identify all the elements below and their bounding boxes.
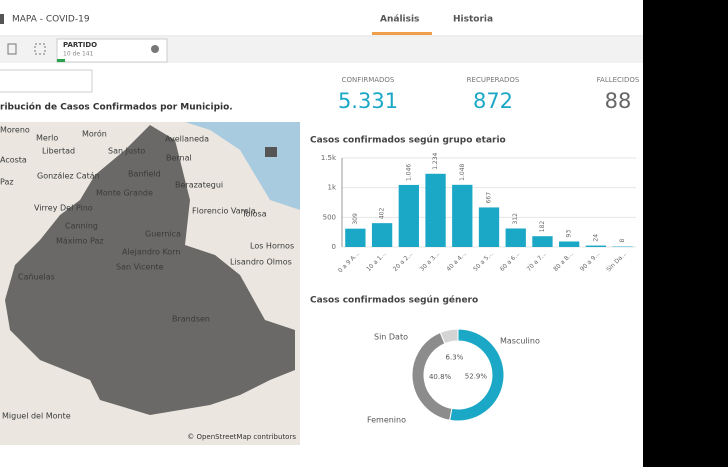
place-label: Acosta — [0, 156, 27, 165]
donut-slice — [439, 328, 459, 345]
place-label: Los Hornos — [250, 242, 294, 251]
place-label: Tolosa — [241, 210, 267, 219]
kpi-label: RECUPERADOS — [467, 76, 520, 84]
bar — [478, 207, 500, 247]
place-label: Alejandro Korn — [122, 248, 180, 257]
home-icon[interactable] — [265, 147, 277, 157]
y-tick-label: 500 — [323, 213, 336, 221]
value-label: 1.046 — [405, 164, 412, 181]
place-label: González Catán — [37, 172, 100, 181]
place-label: Brandsen — [172, 315, 210, 324]
bar — [559, 241, 580, 247]
bar — [532, 236, 553, 247]
tab-underline — [372, 32, 432, 35]
place-label: Libertad — [42, 147, 75, 156]
selection-count: 10 de 141 — [63, 51, 94, 58]
place-label: Banfield — [128, 170, 161, 179]
chart-title: Casos confirmados según grupo etario — [310, 136, 506, 146]
step-icon[interactable] — [7, 43, 17, 55]
legend-label: Masculino — [500, 337, 540, 346]
legend-label: Femenino — [367, 416, 406, 425]
river-plate — [185, 122, 300, 210]
place-label: Virrey Del Pino — [34, 204, 93, 213]
place-label: Canning — [65, 222, 98, 231]
map-title: ribución de Casos Confirmados por Munici… — [0, 102, 233, 113]
value-label: 8 — [619, 239, 626, 243]
kpi-label: FALLECIDOS — [597, 76, 640, 84]
bar — [398, 184, 419, 247]
clear-icon[interactable] — [34, 43, 46, 55]
slice-value-label: 52.9% — [465, 373, 488, 381]
place-label: Merlo — [36, 134, 58, 143]
place-label: Morón — [82, 129, 107, 139]
municipality-area[interactable] — [5, 125, 295, 415]
place-label: Lisandro Olmos — [230, 258, 292, 267]
app-title: MAPA - COVID-19 — [12, 15, 90, 25]
place-label: Guernica — [145, 230, 181, 239]
value-label: 402 — [379, 208, 386, 220]
place-label: San Justo — [108, 147, 145, 156]
bar — [371, 223, 393, 247]
donut-chart: Casos confirmados según género 52.9% Mascu… — [310, 295, 540, 425]
bar — [452, 184, 473, 247]
place-label: Bernal — [166, 154, 192, 163]
kpis: CONFIRMADOS 5.331 RECUPERADOS 872 FALLECIDOS… — [338, 76, 640, 113]
kpi-value: 88 — [605, 89, 632, 113]
bar — [345, 228, 366, 247]
selection-close[interactable] — [151, 45, 159, 53]
place-label: San Vicente — [116, 263, 164, 272]
place-label: Moreno — [0, 126, 30, 135]
place-label: Miguel del Monte — [2, 412, 71, 421]
value-label: 182 — [539, 221, 546, 233]
app-icon — [0, 14, 4, 24]
map-attribution: © OpenStreetMap contributors — [187, 433, 296, 441]
bar — [505, 228, 526, 247]
tab[interactable]: Historia — [453, 15, 493, 25]
selection-field: PARTIDO — [63, 41, 97, 49]
slice-value-label: 6.3% — [446, 353, 464, 361]
place-label: Máximo Paz — [56, 237, 104, 246]
legend-label: Sin Dato — [374, 333, 408, 342]
place-label: Monte Grande — [96, 189, 153, 198]
selection-fill — [57, 59, 65, 62]
bar — [425, 173, 446, 247]
kpi-value: 872 — [473, 89, 513, 113]
place-label: Berazategui — [175, 181, 223, 190]
place-label: Cañuelas — [18, 273, 55, 282]
value-label: 667 — [486, 192, 493, 204]
y-tick-label: 0 — [332, 243, 336, 251]
kpi-value: 5.331 — [338, 89, 398, 113]
value-label: 93 — [566, 230, 573, 238]
tab[interactable]: Análisis — [380, 15, 419, 25]
value-label: 1.234 — [432, 152, 439, 169]
top-bar — [0, 0, 643, 36]
selection-chip[interactable] — [56, 38, 168, 63]
y-tick-label: 1.5k — [321, 154, 337, 162]
value-label: 24 — [592, 234, 599, 242]
black-margin — [643, 0, 728, 467]
y-tick-label: 1k — [327, 184, 336, 192]
value-label: 309 — [352, 213, 359, 225]
place-label: Paz — [0, 178, 14, 187]
chart-title: Casos confirmados según género — [310, 295, 478, 306]
place-label: Florencio Varela — [192, 207, 256, 216]
value-label: 312 — [512, 213, 519, 225]
kpi-label: CONFIRMADOS — [342, 76, 395, 84]
slice-value-label: 40.8% — [429, 373, 452, 381]
search-box[interactable] — [0, 69, 93, 93]
value-label: 1.048 — [459, 163, 466, 180]
place-label: Avellaneda — [165, 135, 209, 144]
bar — [585, 245, 607, 247]
map-labels: Moreno Merlo Morón Avellaneda Libertad San Ju… — [0, 126, 294, 421]
